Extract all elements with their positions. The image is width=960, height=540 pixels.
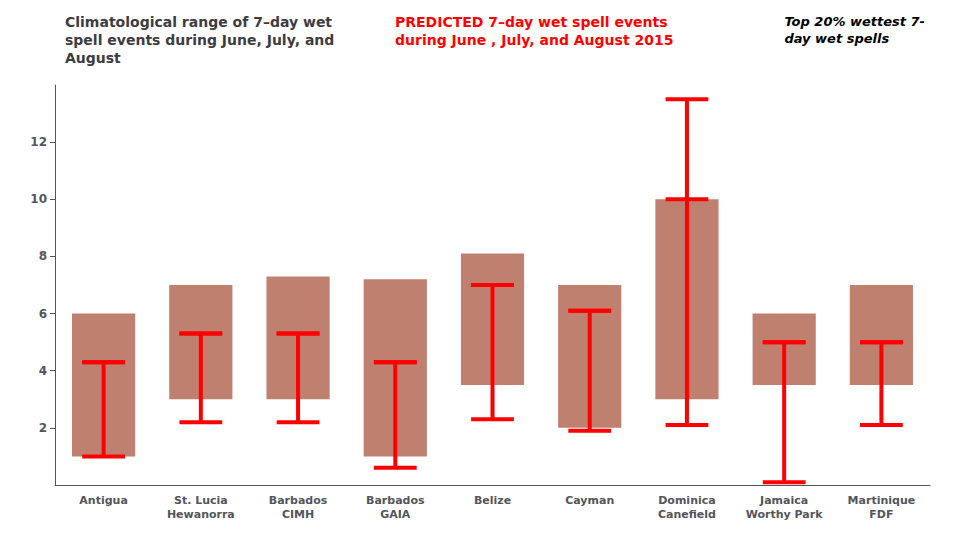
svg-text:St. Lucia: St. Lucia — [174, 494, 228, 507]
svg-text:4: 4 — [39, 364, 47, 378]
svg-text:2: 2 — [39, 421, 47, 435]
svg-text:Barbados: Barbados — [269, 494, 328, 507]
svg-text:FDF: FDF — [869, 508, 893, 521]
svg-text:Belize: Belize — [474, 494, 511, 507]
svg-text:PREDICTED 7–day wet spell even: PREDICTED 7–day wet spell events — [395, 14, 668, 30]
svg-text:Barbados: Barbados — [366, 494, 425, 507]
svg-text:Worthy Park: Worthy Park — [746, 508, 823, 521]
svg-text:GAIA: GAIA — [380, 508, 411, 521]
svg-text:12: 12 — [30, 135, 47, 149]
svg-text:8: 8 — [39, 249, 47, 263]
svg-text:Cayman: Cayman — [565, 494, 614, 507]
svg-text:spell events during June, July: spell events during June, July, and — [65, 32, 334, 48]
svg-text:Canefield: Canefield — [658, 508, 716, 521]
svg-text:Dominica: Dominica — [658, 494, 715, 507]
svg-text:day wet spells: day wet spells — [784, 31, 889, 46]
svg-text:during June , July, and August: during June , July, and August 2015 — [395, 32, 673, 48]
svg-text:Hewanorra: Hewanorra — [167, 508, 235, 521]
svg-text:Martinique: Martinique — [848, 494, 916, 507]
svg-text:CIMH: CIMH — [282, 508, 314, 521]
svg-text:6: 6 — [39, 307, 47, 321]
svg-text:Jamaica: Jamaica — [759, 494, 808, 507]
svg-text:10: 10 — [30, 192, 47, 206]
svg-text:Climatological range of 7–day: Climatological range of 7–day wet — [65, 14, 332, 30]
svg-text:Antigua: Antigua — [79, 494, 128, 507]
svg-text:Top 20% wettest 7-: Top 20% wettest 7- — [784, 14, 925, 29]
svg-text:August: August — [65, 50, 121, 66]
